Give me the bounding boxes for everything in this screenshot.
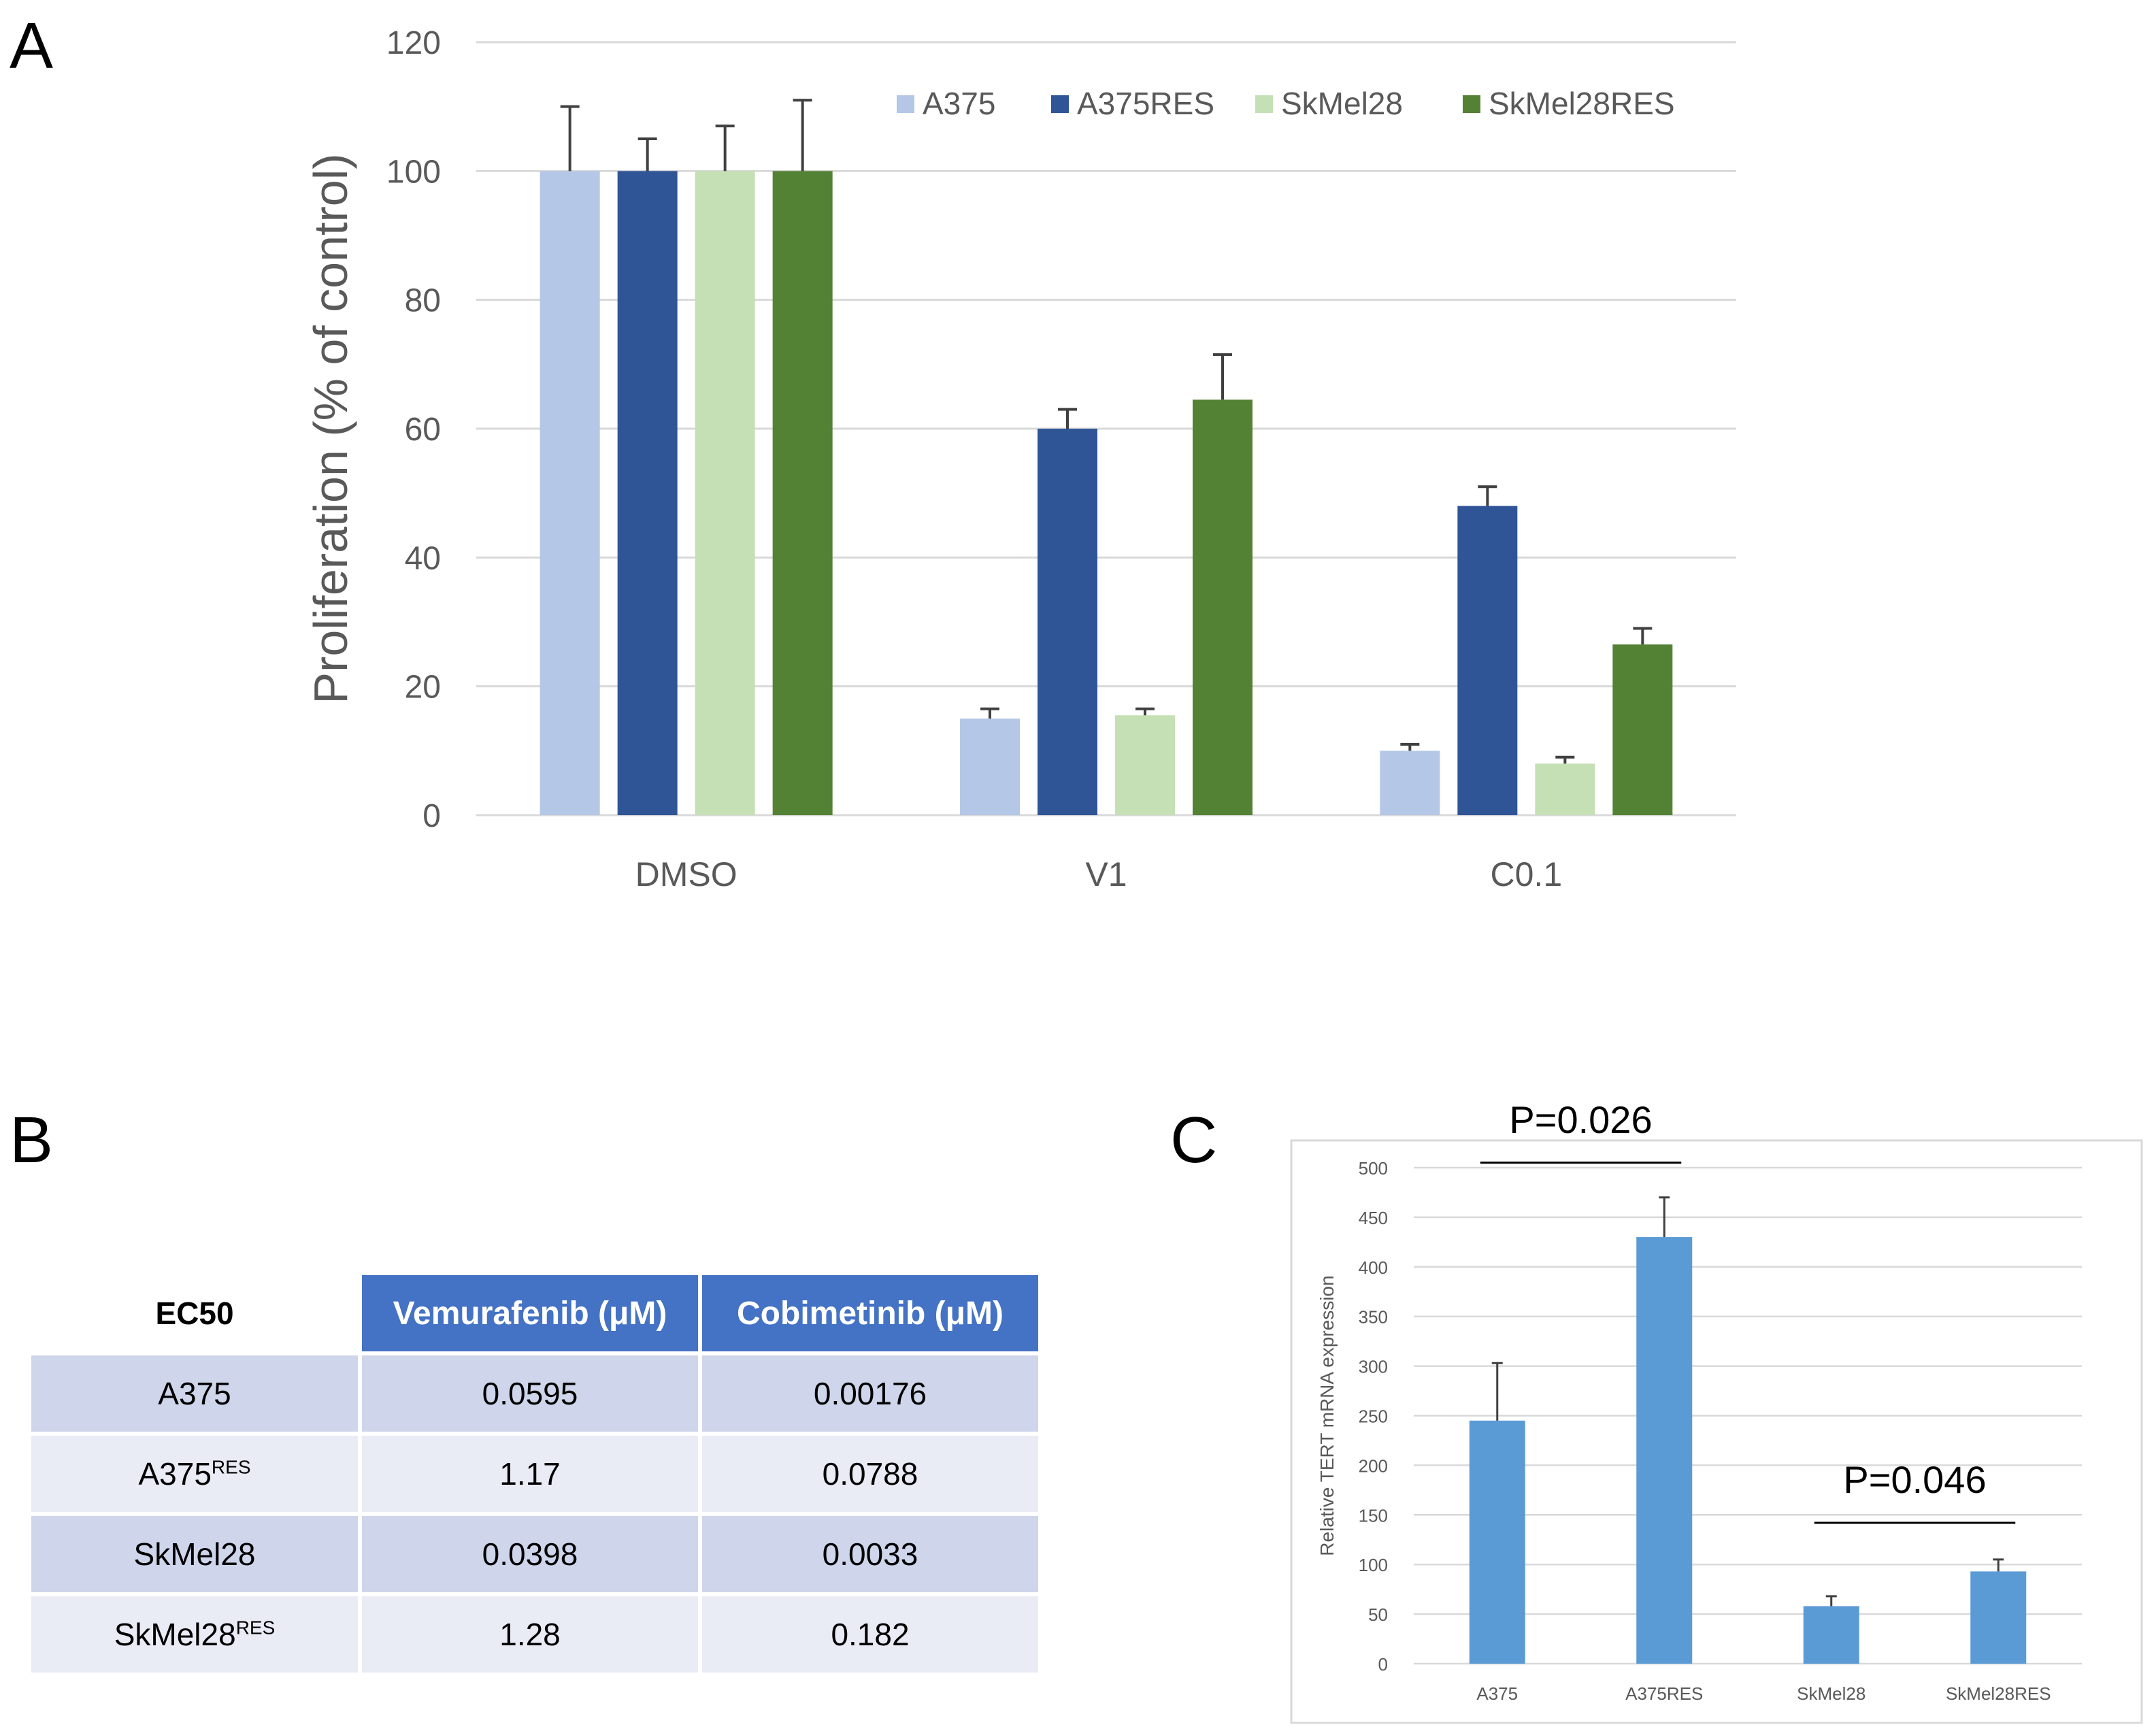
row-label: A375RES [31, 1436, 358, 1512]
y-tick-label: 350 [1359, 1307, 1388, 1328]
y-tick-label: 100 [386, 154, 441, 190]
y-tick-label: 500 [1359, 1158, 1388, 1179]
bar-skmel28res [772, 171, 833, 816]
legend-label-skmel28res: SkMel28RES [1489, 86, 1675, 121]
bar-skmel28res [1193, 399, 1253, 815]
panel-c-label: C [1170, 1104, 1218, 1176]
y-tick-label: 60 [405, 412, 441, 448]
vemurafenib-header: Vemurafenib (μM) [362, 1275, 698, 1351]
proliferation-chart: 0 20 40 60 80 100 120 Proliferation (% of contr… [304, 25, 1736, 893]
row-label: SkMel28RES [31, 1596, 358, 1673]
y-tick-label: 200 [1359, 1455, 1388, 1476]
row-label: A375 [31, 1355, 358, 1432]
legend-swatch-a375 [897, 95, 914, 113]
significance-label: P=0.046 [1843, 1458, 1986, 1501]
x-tick-label: DMSO [635, 855, 737, 893]
y-tick-label: 450 [1359, 1208, 1388, 1228]
legend-swatch-skmel28res [1463, 95, 1480, 113]
bar-skmel28 [1115, 715, 1175, 815]
y-tick-label: 20 [405, 670, 441, 706]
vemurafenib-value: 1.28 [362, 1596, 698, 1673]
panel-a-label: A [10, 10, 54, 82]
panel-b-label: B [10, 1104, 54, 1176]
y-axis-label: Proliferation (% of control) [304, 153, 357, 704]
x-tick-label: V1 [1085, 855, 1127, 893]
x-tick-label: C0.1 [1491, 855, 1563, 893]
ec50-header-row: EC50 Vemurafenib (μM) Cobimetinib (μM) [31, 1275, 1038, 1351]
y-tick-label: 300 [1359, 1357, 1388, 1377]
y-tick-label: 120 [386, 25, 441, 61]
bar-a375 [960, 719, 1020, 815]
x-tick-label: A375RES [1625, 1683, 1703, 1704]
cobimetinib-value: 0.182 [702, 1596, 1038, 1673]
y-tick-label: 150 [1359, 1505, 1388, 1526]
y-tick-label: 0 [422, 798, 441, 834]
y-tick-label: 100 [1359, 1555, 1388, 1575]
ec50-row-a375: A375 0.0595 0.00176 [31, 1355, 1038, 1432]
y-tick-label: 400 [1359, 1257, 1388, 1278]
x-tick-label: A375 [1476, 1683, 1518, 1704]
bar-skmel28res [1970, 1571, 2027, 1664]
cobimetinib-value: 0.0033 [702, 1516, 1038, 1592]
ec50-row-a375res: A375RES 1.17 0.0788 [31, 1436, 1038, 1512]
y-axis-label: Relative TERT mRNA expression [1316, 1275, 1338, 1555]
ec50-corner-label: EC50 [31, 1275, 358, 1351]
legend-label-a375: A375 [923, 86, 995, 121]
vemurafenib-value: 0.0595 [362, 1355, 698, 1432]
vemurafenib-value: 1.17 [362, 1436, 698, 1512]
bar-skmel28res [1612, 644, 1673, 815]
ec50-row-skmel28: SkMel28 0.0398 0.0033 [31, 1516, 1038, 1592]
x-tick-label: SkMel28 [1797, 1683, 1865, 1704]
ec50-table: EC50 Vemurafenib (μM) Cobimetinib (μM) A… [27, 1271, 1042, 1677]
legend-swatch-a375res [1051, 95, 1069, 113]
cobimetinib-value: 0.00176 [702, 1355, 1038, 1432]
bar-skmel28 [1803, 1606, 1859, 1664]
ec50-row-skmel28res: SkMel28RES 1.28 0.182 [31, 1596, 1038, 1673]
tert-expression-chart: 0 50 100 150 200 250 300 350 400 450 500 Relative T… [1290, 1098, 2143, 1724]
bar-a375 [540, 171, 600, 816]
bar-a375 [1469, 1420, 1525, 1664]
bar-skmel28 [695, 171, 755, 816]
bar-skmel28 [1535, 763, 1595, 815]
legend-swatch-skmel28 [1255, 95, 1273, 113]
y-tick-label: 0 [1378, 1654, 1388, 1675]
significance-label: P=0.026 [1509, 1098, 1652, 1141]
vemurafenib-value: 0.0398 [362, 1516, 698, 1592]
bar-a375res [1457, 506, 1518, 815]
row-label: SkMel28 [31, 1516, 358, 1592]
y-tick-label: 50 [1368, 1604, 1388, 1625]
y-tick-label: 250 [1359, 1406, 1388, 1427]
bar-a375res [1636, 1237, 1693, 1664]
cobimetinib-value: 0.0788 [702, 1436, 1038, 1512]
bar-a375res [1038, 429, 1097, 815]
chart-frame [1290, 1139, 2143, 1724]
bar-a375res [617, 171, 678, 816]
bar-a375 [1380, 751, 1440, 815]
x-tick-label: SkMel28RES [1946, 1683, 2051, 1704]
y-tick-label: 40 [405, 540, 441, 576]
legend-label-a375res: A375RES [1077, 86, 1214, 121]
legend-label-skmel28: SkMel28 [1281, 86, 1403, 121]
cobimetinib-header: Cobimetinib (μM) [702, 1275, 1038, 1351]
y-tick-label: 80 [405, 283, 441, 319]
